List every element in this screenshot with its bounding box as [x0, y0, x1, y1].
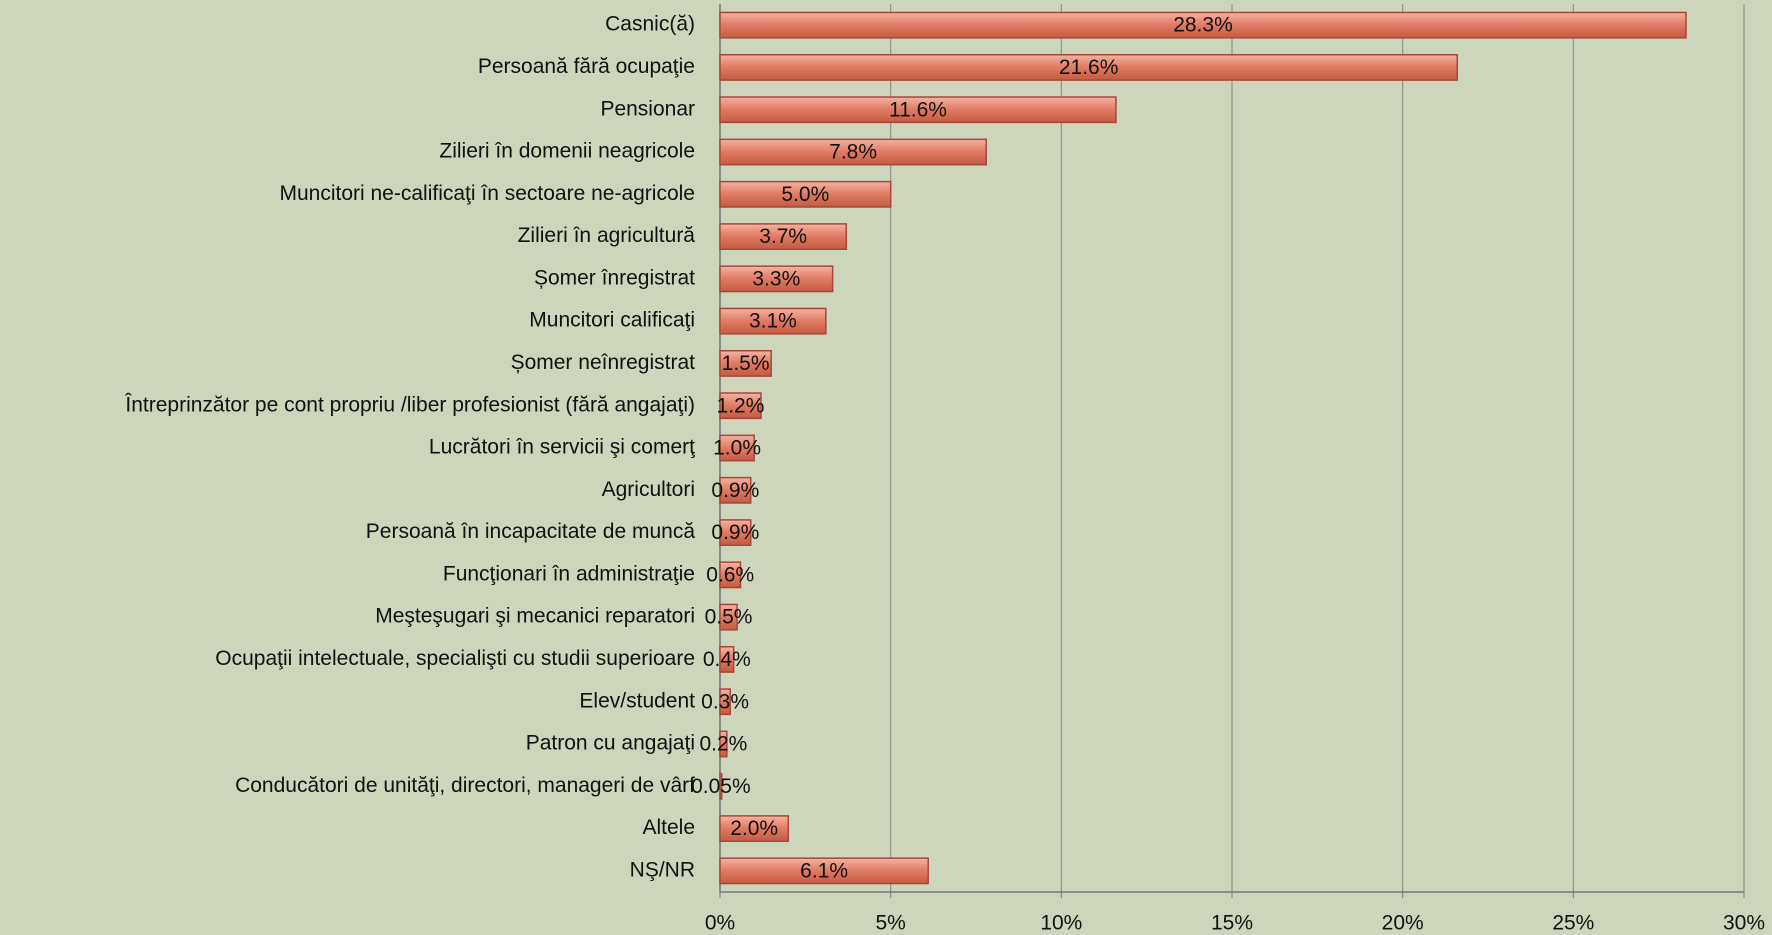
bar [719, 223, 848, 251]
bar [719, 519, 752, 547]
x-tick-label: 15% [1211, 912, 1253, 935]
bar [719, 730, 728, 758]
value-label: 21.6% [1059, 56, 1119, 79]
value-label: 0.2% [699, 733, 747, 756]
value-label: 0.9% [711, 479, 759, 502]
value-label: 0.4% [703, 648, 751, 671]
value-label: 28.3% [1173, 14, 1233, 37]
x-tick-label: 25% [1552, 912, 1594, 935]
y-tick-label: Elev/student [579, 689, 695, 712]
x-tick-label: 20% [1382, 912, 1424, 935]
value-label: 3.3% [752, 267, 800, 290]
bar [719, 96, 1117, 124]
x-tick-label: 5% [875, 912, 905, 935]
bar [719, 349, 772, 377]
bar [719, 815, 790, 843]
bar [719, 688, 731, 716]
value-label: 5.0% [781, 183, 829, 206]
x-tick-label: 0% [705, 912, 735, 935]
y-tick-label: Pensionar [600, 97, 695, 120]
bar [719, 476, 752, 504]
y-tick-label: Persoană în incapacitate de muncă [366, 520, 696, 543]
value-label: 1.0% [713, 437, 761, 460]
y-tick-label: Altele [642, 816, 695, 839]
bar [719, 434, 755, 462]
bar [719, 53, 1459, 81]
value-label: 2.0% [730, 817, 778, 840]
bar [719, 603, 738, 631]
x-tick-label: 10% [1040, 912, 1082, 935]
y-tick-label: Agricultori [602, 478, 695, 501]
value-label: 6.1% [800, 859, 848, 882]
y-tick-label: Șomer neînregistrat [511, 351, 696, 374]
value-label: 0.05% [691, 775, 751, 798]
value-label: 0.9% [711, 521, 759, 544]
bar [719, 265, 834, 293]
value-label: 0.3% [701, 690, 749, 713]
y-tick-label: Meşteşugari şi mecanici reparatori [375, 605, 695, 628]
bar [719, 138, 987, 166]
y-tick-label: Patron cu angajaţi [526, 732, 695, 755]
value-label: 1.2% [717, 394, 765, 417]
y-tick-label: Lucrători în servicii şi comerţ [429, 436, 695, 459]
x-tick-label: 30% [1723, 912, 1765, 935]
y-tick-label: Casnic(ă) [605, 13, 695, 36]
bar [719, 561, 742, 589]
y-tick-label: Ocupaţii intelectuale, specialişti cu st… [215, 647, 695, 670]
y-tick-label: Muncitori calificaţi [529, 309, 695, 332]
bar [719, 857, 929, 885]
value-label: 3.1% [749, 310, 797, 333]
bar [719, 772, 723, 800]
bar [719, 307, 827, 335]
y-tick-label: Funcţionari în administraţie [443, 562, 695, 585]
bar [719, 645, 735, 673]
y-tick-label: Întreprinzător pe cont propriu /liber pr… [124, 393, 695, 416]
value-label: 3.7% [759, 225, 807, 248]
value-label: 0.6% [706, 563, 754, 586]
value-label: 7.8% [829, 141, 877, 164]
value-label: 1.5% [722, 352, 770, 375]
bar [719, 180, 892, 208]
bar [719, 392, 762, 420]
y-tick-label: Muncitori ne-calificaţi în sectoare ne-a… [279, 182, 695, 205]
value-label: 0.5% [705, 606, 753, 629]
y-tick-label: Zilieri în domenii neagricole [439, 140, 695, 163]
y-tick-label: Șomer înregistrat [534, 266, 695, 289]
value-label: 11.6% [889, 98, 947, 121]
bar [719, 11, 1687, 39]
y-tick-label: Zilieri în agricultură [518, 224, 696, 247]
y-tick-label: Persoană fără ocupaţie [478, 55, 695, 78]
y-tick-label: Conducători de unităţi, directori, manag… [235, 774, 695, 797]
y-tick-label: NŞ/NR [630, 858, 695, 881]
